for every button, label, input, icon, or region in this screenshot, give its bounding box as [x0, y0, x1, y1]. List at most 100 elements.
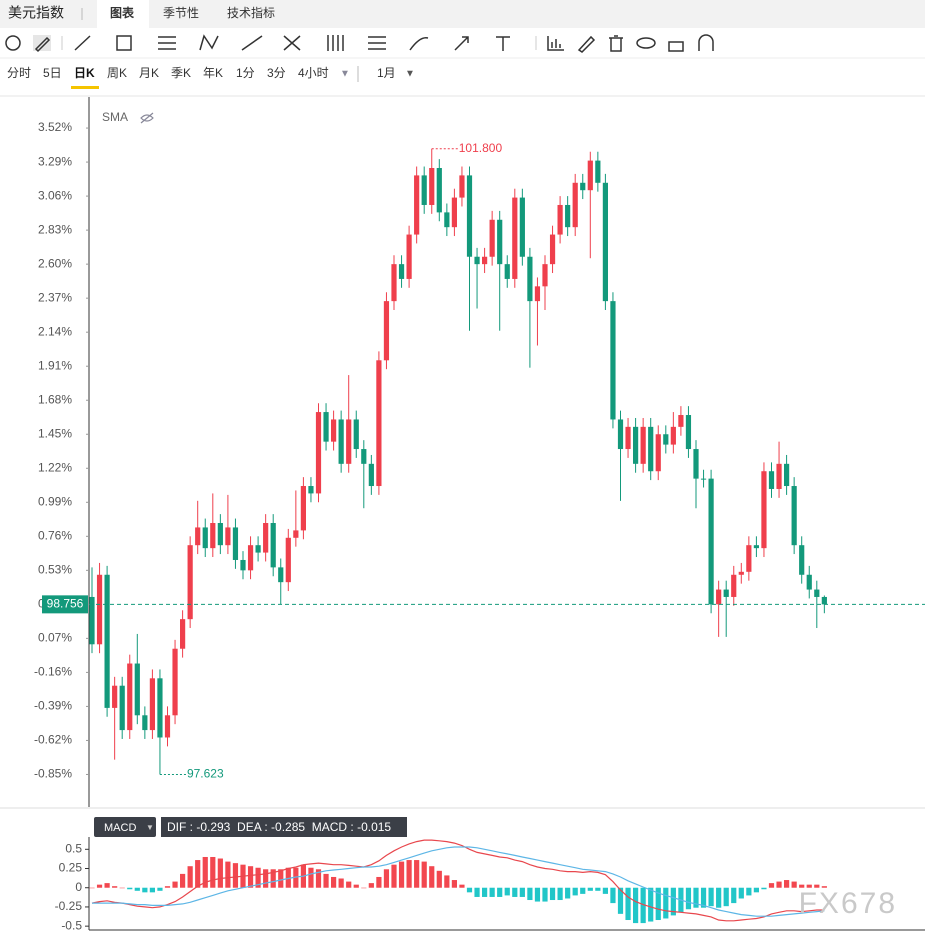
macd-bar: [655, 887, 661, 921]
macd-bar: [497, 887, 503, 897]
tool-icon[interactable]: [116, 35, 132, 51]
tool-icon[interactable]: [668, 41, 684, 52]
tool-icon[interactable]: [409, 37, 429, 51]
period-option[interactable]: 4小时: [298, 66, 329, 80]
tool-icon[interactable]: [283, 35, 301, 51]
candle-body: [361, 449, 367, 464]
candle-body: [482, 256, 488, 265]
tool-icon[interactable]: [368, 36, 386, 50]
macd-bar: [625, 887, 631, 921]
macd-bar: [617, 887, 624, 914]
candle-body: [768, 471, 775, 489]
tool-icon[interactable]: [698, 34, 714, 51]
macd-bar: [738, 887, 744, 899]
tool-icon[interactable]: [74, 35, 91, 51]
candle-body: [300, 486, 306, 531]
tool-icon[interactable]: [636, 37, 656, 49]
active-tab-bg: [97, 0, 149, 28]
macd-bar: [580, 887, 586, 894]
period-option[interactable]: 1月: [377, 66, 396, 80]
candle-body: [353, 419, 359, 450]
candle-body: [602, 182, 608, 302]
macd-bar: [180, 873, 186, 888]
period-option[interactable]: 1分: [236, 66, 255, 80]
y-tick-label: 1.68%: [38, 392, 72, 406]
candle-body: [240, 559, 246, 571]
macd-legend: DIF : -0.293 DEA : -0.285 MACD : -0.015: [167, 820, 391, 834]
period-option[interactable]: 分时: [7, 66, 31, 80]
period-option[interactable]: 季K: [171, 66, 191, 80]
tool-icon[interactable]: [199, 34, 219, 51]
candle-body: [429, 168, 435, 205]
dropdown-arrow[interactable]: ▼: [405, 69, 415, 80]
macd-bar: [549, 887, 556, 901]
candle-body: [202, 527, 208, 549]
macd-bar: [814, 884, 820, 888]
candle-body: [119, 685, 125, 731]
macd-bar: [693, 887, 699, 908]
tool-icon[interactable]: [454, 36, 469, 51]
macd-bar: [134, 887, 140, 891]
tool-icon[interactable]: [158, 36, 176, 50]
period-option[interactable]: 5日: [43, 66, 62, 80]
tool-icon[interactable]: [609, 35, 623, 52]
candle-body: [678, 415, 684, 427]
candle-body: [96, 574, 103, 645]
tool-icon[interactable]: [496, 36, 510, 51]
candle-body: [376, 360, 382, 487]
candle-body: [708, 478, 714, 605]
candle-body: [738, 571, 744, 575]
candle-body: [255, 545, 261, 553]
candle-body: [346, 419, 352, 464]
tool-icon[interactable]: [327, 35, 344, 51]
macd-bar: [791, 881, 797, 888]
candle-body: [270, 523, 276, 568]
period-option[interactable]: 月K: [139, 66, 159, 80]
candle-body: [595, 160, 601, 183]
candle-body: [655, 434, 661, 472]
macd-bar: [595, 887, 601, 891]
tool-icon[interactable]: [241, 35, 263, 51]
macd-bar: [459, 884, 465, 888]
tool-icon[interactable]: [547, 36, 564, 51]
candle-body: [723, 589, 729, 597]
period-option[interactable]: 年K: [203, 66, 223, 80]
dropdown-arrow[interactable]: ▼: [340, 69, 350, 80]
macd-bar: [708, 887, 714, 907]
tool-icon[interactable]: [5, 35, 21, 51]
macd-bar: [542, 887, 548, 902]
candle-body: [421, 175, 427, 205]
macd-y-tick-label: -0.25: [55, 899, 83, 913]
indicator-select[interactable]: [94, 817, 156, 837]
y-tick-label: 1.91%: [38, 358, 72, 372]
tool-icon[interactable]: [34, 36, 51, 53]
tab[interactable]: 图表: [110, 5, 135, 20]
macd-bar: [338, 878, 344, 888]
low-label: 97.623: [187, 767, 224, 781]
visibility-icon[interactable]: [140, 112, 154, 124]
candle-body: [247, 545, 254, 571]
macd-bar: [731, 887, 737, 904]
y-tick-label: 0.53%: [38, 563, 72, 577]
candle-body: [391, 264, 397, 302]
macd-bar: [232, 863, 239, 888]
tab[interactable]: 季节性: [163, 6, 199, 20]
tool-icon[interactable]: [577, 35, 596, 53]
candle-body: [693, 449, 699, 479]
candle-body: [104, 574, 110, 708]
macd-bar: [368, 883, 374, 888]
period-bar: 分时 5日 日K 周K 月K 季K 年K 1分 3分 4小时 1月: [7, 66, 396, 89]
tab[interactable]: 技术指标: [227, 5, 275, 20]
macd-bar: [164, 886, 171, 888]
candle-body: [383, 301, 390, 361]
drawing-toolbar: [5, 34, 714, 53]
y-tick-label: 1.22%: [38, 460, 72, 474]
period-option[interactable]: 日K: [74, 66, 95, 80]
candle-body: [315, 412, 322, 494]
period-option[interactable]: 3分: [267, 66, 286, 80]
macd-bar: [217, 858, 223, 888]
candle-body: [406, 234, 412, 279]
candle-body: [112, 685, 118, 708]
period-option[interactable]: 周K: [107, 66, 127, 80]
